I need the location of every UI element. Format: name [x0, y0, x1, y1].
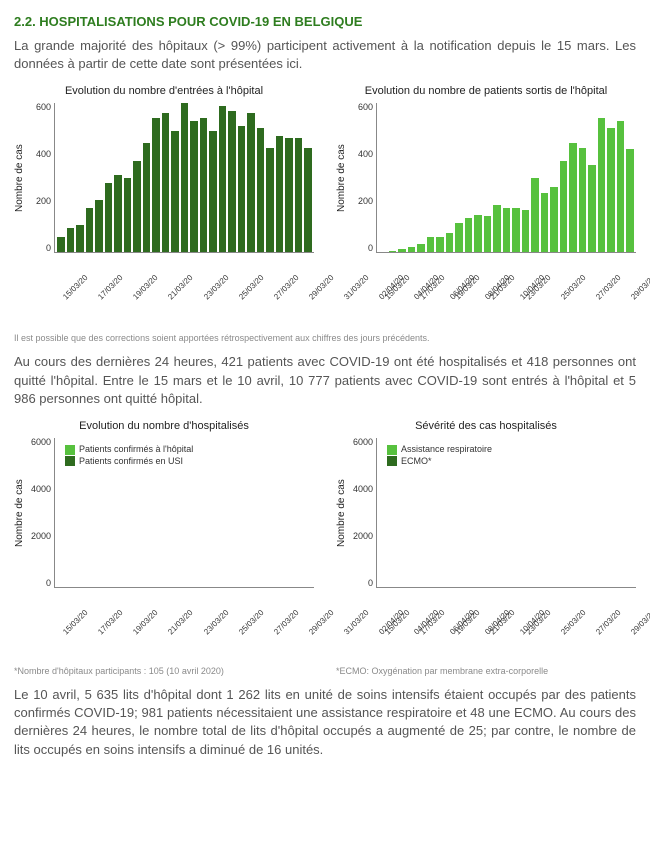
caption-row: *Nombre d'hôpitaux participants : 105 (1…: [14, 666, 636, 676]
chart-admissions: Evolution du nombre d'entrées à l'hôpita…: [14, 85, 314, 291]
ytick: 200: [25, 197, 51, 206]
bar: [607, 128, 615, 252]
footnote-corrections: Il est possible que des corrections soie…: [14, 333, 636, 343]
bar: [143, 143, 151, 252]
caption-hospitals: *Nombre d'hôpitaux participants : 105 (1…: [14, 666, 314, 676]
bar: [626, 149, 634, 253]
chart-title: Evolution du nombre d'hospitalisés: [14, 420, 314, 432]
bar: [588, 165, 596, 252]
bar: [446, 233, 454, 253]
bar: [257, 128, 265, 252]
ytick: 400: [347, 150, 373, 159]
bar: [133, 161, 141, 253]
bar: [152, 118, 160, 252]
bar: [503, 208, 511, 253]
bar: [455, 223, 463, 253]
bar: [598, 118, 606, 252]
bar: [228, 111, 236, 253]
ytick: 2000: [347, 532, 373, 541]
y-axis-label: Nombre de cas: [14, 103, 25, 253]
bar: [209, 131, 217, 253]
bar: [522, 210, 530, 252]
bar: [86, 208, 94, 253]
bar: [550, 187, 558, 253]
bar: [57, 237, 65, 252]
bar: [124, 178, 132, 253]
bar: [219, 106, 227, 253]
ytick: 200: [347, 197, 373, 206]
ytick: 6000: [25, 438, 51, 447]
bar: [95, 200, 103, 252]
chart-title: Evolution du nombre d'entrées à l'hôpita…: [14, 85, 314, 97]
bar: [238, 126, 246, 253]
chart-hospitalised: Evolution du nombre d'hospitalisés Nombre…: [14, 420, 314, 626]
ytick: 600: [347, 103, 373, 112]
bar: [190, 121, 198, 253]
bar: [114, 175, 122, 252]
bar: [200, 118, 208, 252]
chart-row-1: Evolution du nombre d'entrées à l'hôpita…: [14, 85, 636, 291]
ytick: 2000: [25, 532, 51, 541]
chart-row-2: Evolution du nombre d'hospitalisés Nombre…: [14, 420, 636, 626]
y-axis-label: Nombre de cas: [336, 103, 347, 253]
bar: [531, 178, 539, 253]
bar: [436, 237, 444, 252]
bar: [617, 121, 625, 253]
bar: [512, 208, 520, 253]
bar: [389, 251, 397, 252]
bar: [474, 215, 482, 252]
ytick: 0: [347, 579, 373, 588]
chart-title: Evolution du nombre de patients sortis d…: [336, 85, 636, 97]
ytick: 0: [25, 244, 51, 253]
bar: [266, 148, 274, 252]
bar: [560, 161, 568, 253]
chart-severity: Sévérité des cas hospitalisés Nombre de c…: [336, 420, 636, 626]
bar: [427, 237, 435, 252]
paragraph-beds: Le 10 avril, 5 635 lits d'hôpital dont 1…: [14, 686, 636, 759]
xtick: 29/03/20: [629, 273, 650, 320]
bar: [417, 244, 425, 253]
intro-paragraph: La grande majorité des hôpitaux (> 99%) …: [14, 37, 636, 73]
bar: [105, 183, 113, 253]
bar: [493, 205, 501, 252]
bar: [484, 216, 492, 252]
y-axis-label: Nombre de cas: [336, 438, 347, 588]
bar: [304, 148, 312, 253]
ytick: 600: [25, 103, 51, 112]
bar: [569, 143, 577, 252]
bar: [276, 136, 284, 253]
bar: [285, 138, 293, 252]
caption-ecmo: *ECMO: Oxygénation par membrane extra-co…: [336, 666, 636, 676]
ytick: 6000: [347, 438, 373, 447]
bar: [398, 249, 406, 253]
xtick: 29/03/20: [629, 608, 650, 655]
ytick: 400: [25, 150, 51, 159]
bar: [579, 148, 587, 252]
bar: [162, 113, 170, 252]
bar: [408, 247, 416, 252]
bar: [76, 225, 84, 252]
ytick: 0: [25, 579, 51, 588]
chart-discharges: Evolution du nombre de patients sortis d…: [336, 85, 636, 291]
bar: [67, 228, 75, 253]
bar: [181, 103, 189, 252]
bar: [171, 131, 179, 253]
y-axis-label: Nombre de cas: [14, 438, 25, 588]
ytick: 4000: [347, 485, 373, 494]
bar: [541, 193, 549, 253]
chart-title: Sévérité des cas hospitalisés: [336, 420, 636, 432]
bar: [295, 138, 303, 252]
bar: [247, 113, 255, 252]
paragraph-24h: Au cours des dernières 24 heures, 421 pa…: [14, 353, 636, 408]
ytick: 0: [347, 244, 373, 253]
bar: [465, 218, 473, 253]
section-heading: 2.2. HOSPITALISATIONS POUR COVID-19 EN B…: [14, 14, 636, 29]
ytick: 4000: [25, 485, 51, 494]
